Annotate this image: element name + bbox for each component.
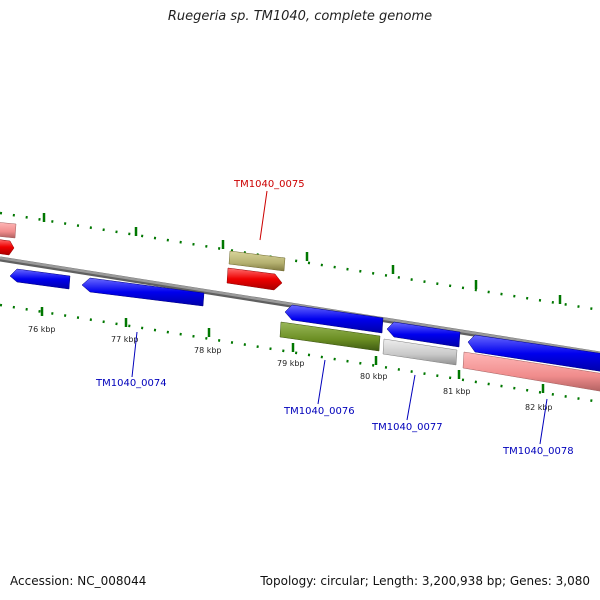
scale-label-78kbp: 78 kbp xyxy=(194,346,222,355)
pink-feature-left-top[interactable] xyxy=(0,222,17,239)
scale-label-80kbp: 80 kbp xyxy=(360,372,388,381)
scale-label-77kbp: 77 kbp xyxy=(111,335,139,344)
gene-label-tm1040-0078[interactable]: TM1040_0078 xyxy=(502,446,574,457)
backbone-line xyxy=(0,256,600,355)
gene-label-tm1040-0076[interactable]: TM1040_0076 xyxy=(283,406,355,417)
leader-tm1040-0077 xyxy=(406,374,416,421)
genome-title: Ruegeria sp. TM1040, complete genome xyxy=(167,9,433,24)
gray-feature-tm1040-0077[interactable] xyxy=(382,338,458,366)
green-feature-tm1040-0076[interactable] xyxy=(279,321,381,352)
blue-cds-tm1040-0076[interactable] xyxy=(284,304,384,334)
gene-label-tm1040-0075[interactable]: TM1040_0075 xyxy=(233,179,305,190)
red-cds-left-edge[interactable] xyxy=(0,239,15,256)
accession-text: Accession: NC_008044 xyxy=(10,574,147,588)
leader-tm1040-0076 xyxy=(317,359,326,405)
inner-tick-ring xyxy=(0,303,600,404)
outer-tick-dots xyxy=(0,211,600,312)
pink-feature-tm1040-0078[interactable] xyxy=(462,351,600,392)
genome-summary-text: Topology: circular; Length: 3,200,938 bp… xyxy=(260,574,590,588)
blue-cds-tm1040-0078[interactable] xyxy=(467,334,600,372)
scale-label-76kbp: 76 kbp xyxy=(28,325,56,334)
gene-label-tm1040-0077[interactable]: TM1040_0077 xyxy=(371,422,443,433)
gene-labels[interactable]: TM1040_0075 TM1040_0074 TM1040_0076 TM10… xyxy=(95,179,574,457)
blue-cds-tm1040-0074[interactable] xyxy=(81,277,205,307)
blue-cds-tm1040-0077[interactable] xyxy=(386,321,461,348)
olive-feature-tm1040-0075[interactable] xyxy=(228,250,286,272)
scale-label-81kbp: 81 kbp xyxy=(443,387,471,396)
forward-strand-track[interactable] xyxy=(0,222,286,291)
scale-label-82kbp: 82 kbp xyxy=(525,403,553,412)
gene-label-tm1040-0074[interactable]: TM1040_0074 xyxy=(95,378,167,389)
red-cds-tm1040-0075[interactable] xyxy=(226,267,283,291)
reverse-strand-track[interactable] xyxy=(9,268,600,392)
scale-label-79kbp: 79 kbp xyxy=(277,359,305,368)
gene-label-leaders xyxy=(131,190,548,445)
leader-tm1040-0078 xyxy=(539,398,548,445)
leader-tm1040-0074 xyxy=(131,331,138,378)
leader-tm1040-0075 xyxy=(259,190,268,241)
blue-cds-left[interactable] xyxy=(9,268,71,290)
outer-tick-ring xyxy=(0,211,600,312)
scale-labels: 76 kbp 77 kbp 78 kbp 79 kbp 80 kbp 81 kb… xyxy=(28,325,553,412)
